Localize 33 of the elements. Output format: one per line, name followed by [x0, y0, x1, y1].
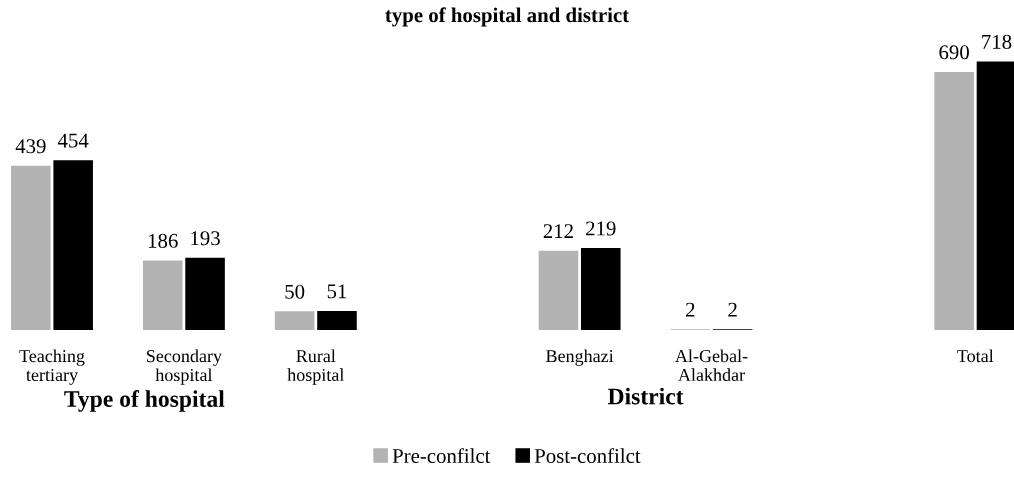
- data-label: 219: [586, 221, 616, 236]
- bar: [53, 160, 93, 330]
- data-label: 2: [686, 302, 695, 317]
- x-tick-label: Secondary hospital: [147, 349, 222, 385]
- data-label: 718: [982, 34, 1012, 49]
- chart-title: type of hospital and district: [385, 7, 630, 27]
- x-tick-label: Total: [957, 349, 994, 363]
- data-label: 193: [191, 231, 220, 246]
- bar: [185, 257, 225, 330]
- legend-label: Pre-confilct: [392, 448, 491, 464]
- x-tick-label: Al-Gebal- Alakhdar: [675, 349, 748, 382]
- bar: [976, 61, 1014, 330]
- data-label: 439: [15, 139, 46, 154]
- bar: [538, 250, 579, 330]
- bar: [142, 260, 183, 330]
- bar: [317, 310, 357, 330]
- bar: [934, 71, 974, 330]
- x-tick-label: Teaching tertiary: [19, 349, 85, 385]
- bar: [580, 248, 621, 330]
- data-label: 51: [327, 284, 347, 299]
- data-label: 454: [57, 133, 89, 148]
- bar: [274, 311, 315, 330]
- data-label: 50: [285, 284, 305, 299]
- data-label: 212: [543, 224, 573, 238]
- legend-label: Post-confilct: [534, 448, 641, 464]
- text: District: [607, 387, 684, 405]
- x-tick-label: Rural hospital: [287, 349, 345, 385]
- x-tick-label: Benghazi: [546, 349, 614, 366]
- text: Type of hospital: [64, 390, 225, 412]
- data-label: 690: [939, 45, 969, 60]
- data-label: 186: [148, 233, 178, 248]
- bar: [11, 165, 51, 330]
- data-label: 2: [728, 302, 737, 317]
